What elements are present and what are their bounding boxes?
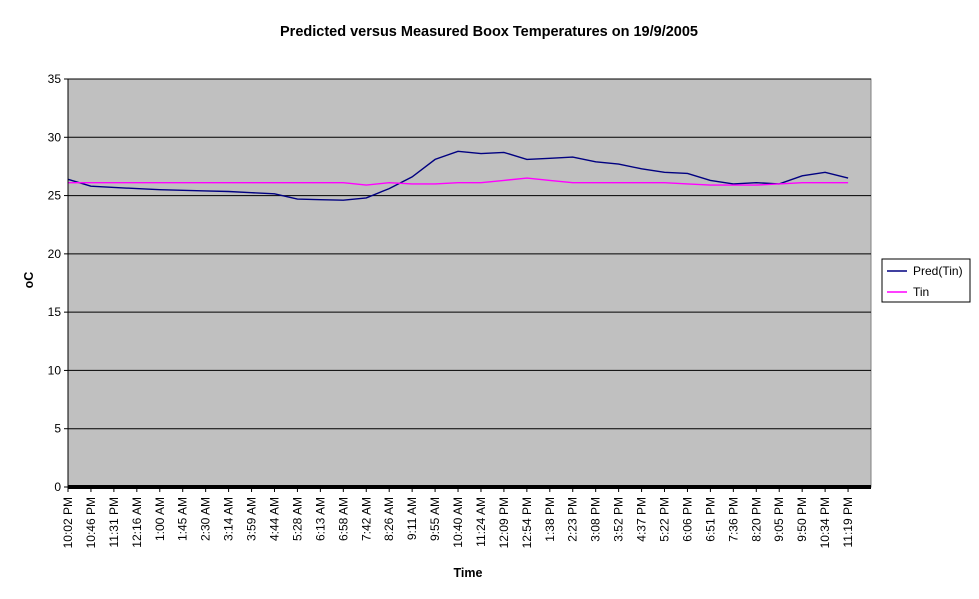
- x-tick-label: 6:13 AM: [313, 497, 327, 541]
- x-tick-label: 4:44 AM: [267, 497, 281, 541]
- y-tick-label: 30: [48, 130, 62, 144]
- y-axis-title: oC: [22, 272, 36, 289]
- x-axis-title: Time: [454, 566, 483, 580]
- x-tick-label: 3:52 PM: [612, 497, 626, 542]
- x-tick-label: 2:23 PM: [566, 497, 580, 542]
- x-tick-label: 9:50 PM: [795, 497, 809, 542]
- y-tick-label: 20: [48, 247, 62, 261]
- x-tick-label: 11:24 AM: [474, 497, 488, 547]
- plot-area: [67, 78, 872, 488]
- x-tick-label: 9:05 PM: [772, 497, 786, 542]
- x-tick-label: 10:02 PM: [61, 497, 75, 548]
- series-line-tin: [68, 177, 849, 186]
- x-tick-label: 3:59 AM: [245, 497, 259, 541]
- x-tick-label: 1:00 AM: [153, 497, 167, 541]
- y-tick-label: 25: [48, 189, 62, 203]
- x-tick-label: 12:09 PM: [497, 497, 511, 548]
- x-tick-label: 8:20 PM: [749, 497, 763, 542]
- x-tick-label: 9:11 AM: [405, 497, 419, 540]
- series-line-pred-tin: [67, 150, 849, 201]
- x-tick-label: 3:08 PM: [589, 497, 603, 542]
- y-tick-label: 5: [54, 422, 61, 436]
- grid-lines: [68, 78, 871, 430]
- x-tick-label: 10:46 PM: [84, 497, 98, 548]
- x-tick-label: 12:54 PM: [520, 497, 534, 548]
- chart-title: Predicted versus Measured Boox Temperatu…: [280, 24, 698, 40]
- x-tick-label: 9:55 AM: [428, 497, 442, 541]
- series-lines: [67, 150, 849, 201]
- legend-box: [881, 258, 971, 303]
- x-tick-label: 10:40 AM: [451, 497, 465, 548]
- x-tick-label: 6:58 AM: [336, 497, 350, 541]
- y-tick-label: 35: [48, 72, 62, 86]
- x-tick-label: 1:45 AM: [176, 497, 190, 541]
- x-tick-label: 5:22 PM: [658, 497, 672, 542]
- x-tick-label: 6:06 PM: [680, 497, 694, 542]
- x-tick-label: 6:51 PM: [703, 497, 717, 542]
- x-axis-ticks: 10:02 PM 10:46 PM 11:31 PM 12:16 AM 1:00 AM 1…: [61, 487, 855, 548]
- x-tick-label: 2:30 AM: [199, 497, 213, 541]
- x-tick-label: 4:37 PM: [635, 497, 649, 542]
- y-tick-label: 15: [48, 305, 62, 319]
- x-tick-label: 10:34 PM: [818, 497, 832, 548]
- y-axis-ticks: 0 5 10 15 20 25 30 35: [48, 72, 68, 494]
- x-tick-label: 1:38 PM: [543, 497, 557, 542]
- legend: Pred(Tin) Tin: [881, 258, 971, 303]
- x-tick-label: 11:19 PM: [841, 497, 855, 547]
- y-tick-label: 10: [48, 363, 62, 377]
- x-tick-label: 7:36 PM: [726, 497, 740, 542]
- x-tick-label: 8:26 AM: [382, 497, 396, 541]
- x-tick-label: 3:14 AM: [222, 497, 236, 541]
- x-tick-label: 11:31 PM: [107, 497, 121, 547]
- legend-label: Tin: [913, 285, 929, 299]
- y-tick-label: 0: [54, 480, 61, 494]
- x-tick-label: 12:16 AM: [130, 497, 144, 548]
- x-tick-label: 7:42 AM: [359, 497, 373, 541]
- x-tick-label: 5:28 AM: [290, 497, 304, 541]
- legend-label: Pred(Tin): [913, 264, 963, 278]
